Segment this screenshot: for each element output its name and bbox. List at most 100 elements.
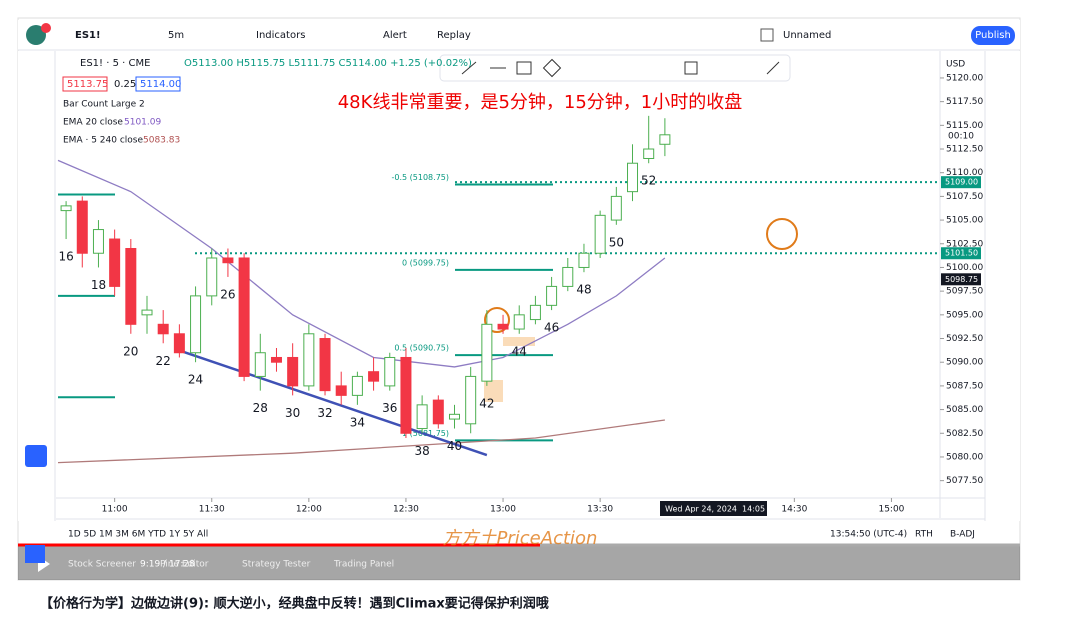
candle-body [287,356,299,387]
drawing-tools [461,58,780,78]
bar-count-label: 18 [91,278,106,292]
panel-tab[interactable]: Stock Screener [68,560,136,570]
left-toolbar [18,51,55,521]
candle-body [594,214,606,254]
range-buttons[interactable]: 1D 5D 1M 3M 6M YTD 1Y 5Y All [68,530,208,540]
y-tick-label: 5092.50 [946,334,983,344]
indicators-button[interactable]: Indicators [256,30,305,41]
spread: 0.25 [114,79,136,90]
candle-body [206,257,218,297]
bid-box [62,76,108,92]
y-tick-label: 5077.50 [946,476,983,486]
tool-icon[interactable] [766,61,780,75]
right-toolbar [985,51,1020,521]
x-tick-label: 12:30 [393,505,419,515]
symbol[interactable]: ES1! [75,30,101,41]
candle-body [562,266,574,287]
candle-body [141,309,153,316]
highlight-circle [484,307,510,333]
y-tick-label: 5087.50 [946,381,983,391]
panel-tab[interactable]: Trading Panel [333,560,394,570]
tool-icon[interactable] [516,61,532,75]
panel-tab[interactable]: Pine Editor [160,560,209,570]
candle-body [190,295,202,354]
x-tick-label: 14:30 [781,505,807,515]
video-time: 9:19 / 17:28 [140,560,195,570]
bar-count-label: 26 [220,287,235,301]
trendline [177,348,488,457]
date-label: Wed Apr 24, 2024 [665,505,737,514]
bar-count-label: 36 [382,401,397,415]
legend-symbol: ES1! · 5 · CME [80,58,150,69]
countdown: 00:10 [948,132,974,142]
highlight-box [484,380,503,402]
candle-body [76,200,88,254]
candle-body [416,404,428,430]
y-tick-label: 5085.00 [946,405,983,415]
tool-icon[interactable] [542,58,562,78]
x-tick-label: 15:00 [878,505,904,515]
replay-button[interactable]: Replay [437,30,471,41]
publish-label[interactable]: Publish [975,30,1011,41]
candle-body [368,371,380,382]
candle-body [109,238,121,287]
bar-count-label: 42 [479,396,494,410]
crosshair-label: 5098.75 [945,275,978,284]
x-tick-label: 11:00 [102,505,128,515]
adjust[interactable]: B-ADJ [950,530,975,540]
layout-name[interactable]: Unnamed [783,30,831,41]
fib-label: -0.5 (5108.75) [392,173,449,182]
alert-button[interactable]: Alert [383,30,407,41]
candle-body [270,356,282,363]
candle-body [303,333,315,387]
bar-count-label: 38 [414,444,429,458]
candle-body [92,229,104,254]
candle-body [578,252,590,268]
interval[interactable]: 5m [168,30,184,41]
bar-count-label: 20 [123,344,138,358]
publish-button[interactable] [971,26,1015,45]
candle-body [125,248,137,325]
badge [41,23,51,33]
x-tick-label: 13:30 [587,505,613,515]
candle-body [546,285,558,306]
bar-count-label: 22 [156,354,171,368]
highlight-circle [766,218,798,250]
candle-body [529,304,541,321]
tool-icon[interactable] [461,61,477,75]
bar-count-label: 46 [544,321,559,335]
checkbox[interactable] [760,28,774,42]
bar-count-label: 44 [512,344,527,358]
bar-count-label: 50 [609,235,624,249]
ask-box [135,76,181,92]
fib-label: 0 (5099.75) [402,258,449,267]
y-tick-label: 5082.50 [946,429,983,439]
y-tick-label: 5117.50 [946,97,983,107]
candle-body [497,323,509,330]
y-tick-label: 5090.00 [946,358,983,368]
indicator-value: 5101.09 [124,118,161,128]
candle-body [465,375,477,425]
bar-count-label: 24 [188,373,203,387]
selected-tool[interactable] [25,445,47,467]
candle-body [610,195,622,221]
watermark: 方方土PriceAction [443,528,598,549]
bar-count-label: 30 [285,406,300,420]
avatar[interactable] [26,25,46,45]
panel-tab[interactable]: Strategy Tester [242,560,311,570]
bar-count-label: 40 [447,439,462,453]
tool-icon[interactable] [684,61,698,75]
y-tick-label: 5120.00 [946,73,983,83]
candle-body [351,375,363,396]
clock: 13:54:50 (UTC-4) [830,530,907,540]
y-tick-label: 5102.50 [946,239,983,249]
ema-line [57,419,665,464]
highlight-box [503,337,535,346]
candle-body [222,257,234,264]
date-tag [660,501,767,516]
candle-body [432,399,444,425]
session[interactable]: RTH [915,530,933,540]
x-tick-label: 13:00 [490,505,516,515]
y-tick-label: 5105.00 [946,216,983,226]
